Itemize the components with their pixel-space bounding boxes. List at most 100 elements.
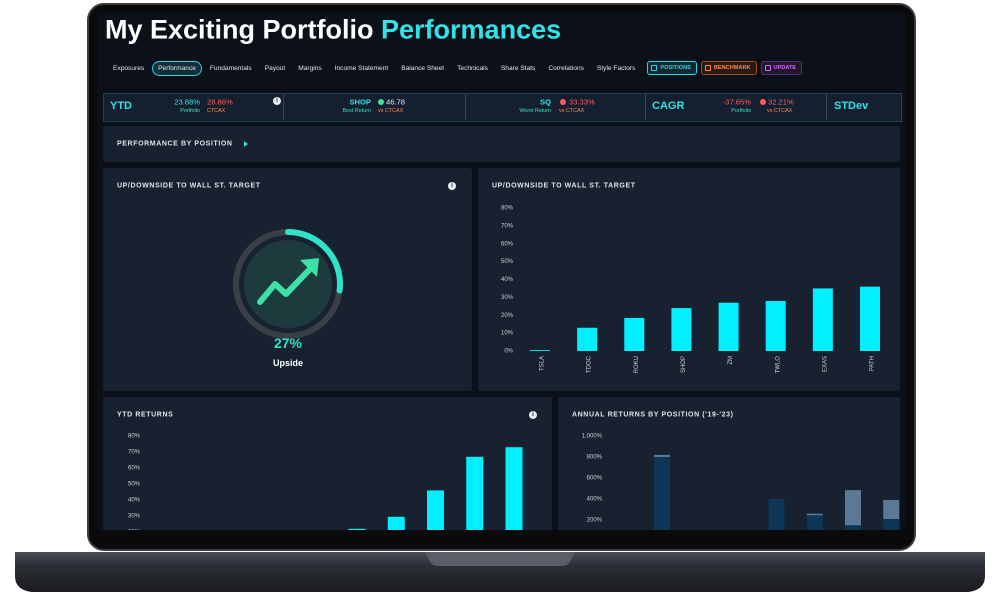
- bar-segment: [845, 525, 861, 530]
- bar: [812, 288, 833, 351]
- y-tick-label: 20%: [501, 313, 514, 319]
- chart-panel: ANNUAL RETURNS BY POSITION ('19-'23) 200…: [558, 397, 900, 530]
- y-tick-label: 200%: [587, 518, 603, 524]
- bar-segment: [883, 518, 900, 530]
- bar: [624, 317, 645, 351]
- x-tick-label: TWLO: [775, 356, 781, 374]
- stat-value: 33.33%: [569, 97, 595, 107]
- trend-arrow: [257, 265, 314, 305]
- x-tick-label: SHOP: [681, 356, 687, 373]
- stat-value: 23.88%: [174, 97, 200, 107]
- stat-value: -37.65%: [722, 97, 751, 107]
- stacked-bar-chart: 200% 400% 600% 800% 1,000%: [582, 434, 900, 530]
- bar: [718, 302, 739, 351]
- separator: [645, 94, 646, 120]
- panel-title: YTD RETURNS: [117, 411, 174, 419]
- stat-sub: CTCAX: [207, 108, 226, 114]
- y-tick-label: 10%: [501, 331, 514, 337]
- laptop-base: [15, 552, 985, 592]
- tab[interactable]: Share Stats: [500, 64, 536, 72]
- stat-sub: Portfolio: [180, 108, 200, 114]
- panel-title: UP/DOWNSIDE TO WALL ST. TARGET: [117, 182, 261, 190]
- y-tick-label: 40%: [128, 498, 141, 504]
- tab[interactable]: Performance: [152, 60, 202, 76]
- action-button[interactable]: UPDATE: [760, 61, 803, 75]
- y-tick-label: 600%: [587, 476, 603, 482]
- stat-value: 28.86%: [207, 97, 233, 107]
- tab[interactable]: Income Statement: [334, 64, 389, 72]
- y-tick-label: 70%: [501, 223, 514, 229]
- tab[interactable]: Exposures: [113, 64, 145, 72]
- down-icon: [760, 99, 766, 105]
- y-tick-label: 60%: [128, 466, 141, 472]
- separator: [283, 94, 284, 120]
- tab[interactable]: Technicals: [457, 64, 488, 72]
- stat-sub: Worst Return: [519, 108, 551, 114]
- bar: [859, 286, 880, 351]
- gauge-value: 27%: [274, 335, 303, 351]
- stat-sub: Portfolio: [731, 108, 751, 114]
- stat-label: STDev: [834, 100, 869, 112]
- stat-sub: vs CTCAX: [559, 108, 585, 114]
- stat-sub: vs CTCAX: [378, 108, 404, 114]
- y-tick-label: 80%: [501, 206, 514, 212]
- info-icon[interactable]: i: [529, 411, 537, 419]
- info-icon[interactable]: i: [448, 182, 456, 190]
- x-tick-label: ZM: [728, 356, 734, 365]
- x-tick-label: TDOC: [587, 355, 593, 373]
- bar: [530, 350, 550, 351]
- x-tick-label: TSLA: [540, 356, 546, 371]
- stat-sub: vs CTCAX: [767, 108, 793, 114]
- bar: [765, 300, 786, 351]
- gauge-arc: [285, 229, 343, 294]
- x-tick-label: PATH: [870, 356, 876, 371]
- separator: [826, 94, 827, 120]
- up-icon: [378, 99, 384, 105]
- gauge: 27% Upside: [233, 229, 343, 368]
- bar-segment: [768, 499, 785, 530]
- section-header[interactable]: PERFORMANCE BY POSITION: [103, 126, 900, 162]
- title-text: My Exciting Portfolio: [105, 14, 374, 45]
- bar: [387, 516, 405, 530]
- x-tick-label: EXAS: [822, 356, 828, 372]
- y-tick-label: 50%: [128, 482, 141, 488]
- bar-segment: [654, 454, 670, 457]
- bar-segment: [883, 500, 900, 519]
- y-tick-label: 400%: [587, 497, 603, 503]
- bar-chart: 20%30%40%50%60%70%80%: [128, 434, 523, 530]
- stat-ticker: SQ: [540, 97, 551, 107]
- tab[interactable]: Correlations: [548, 64, 584, 72]
- gauge-label: Upside: [273, 358, 303, 368]
- bar: [427, 490, 444, 530]
- action-button[interactable]: POSITIONS: [647, 61, 697, 75]
- down-icon: [560, 99, 566, 105]
- bar: [348, 528, 366, 530]
- y-tick-label: 50%: [501, 259, 514, 265]
- tab[interactable]: Balance Sheet: [401, 64, 445, 72]
- info-icon[interactable]: i: [273, 97, 281, 105]
- tab[interactable]: Style Factors: [596, 64, 636, 72]
- y-tick-label: 800%: [587, 455, 603, 461]
- y-tick-label: 70%: [128, 450, 141, 456]
- bar-segment: [845, 490, 861, 526]
- x-tick-label: ROKU: [634, 356, 640, 373]
- stat-label: CAGR: [652, 100, 685, 112]
- y-tick-label: 0%: [504, 349, 513, 355]
- separator: [465, 94, 466, 120]
- stat-ticker: SHOP: [349, 97, 371, 107]
- bar: [505, 447, 523, 530]
- chart-panel: YTD RETURNS i 20%30%40%50%60%70%80%: [103, 397, 552, 530]
- tab[interactable]: Margins: [298, 64, 322, 72]
- panel-title: UP/DOWNSIDE TO WALL ST. TARGET: [492, 182, 636, 190]
- tab[interactable]: Payout: [264, 64, 286, 72]
- stat-value: 46.78: [386, 97, 406, 107]
- trend-arrow-head: [300, 258, 319, 277]
- action-button[interactable]: BENCHMARK: [700, 61, 757, 75]
- y-tick-label: 80%: [128, 434, 141, 440]
- screen: My Exciting Portfolio Performances Expos…: [97, 12, 905, 530]
- bar: [671, 308, 692, 351]
- bar-segment: [654, 457, 670, 530]
- tab[interactable]: Fundamentals: [209, 64, 252, 72]
- bar: [466, 456, 484, 530]
- y-tick-label: 60%: [501, 241, 514, 247]
